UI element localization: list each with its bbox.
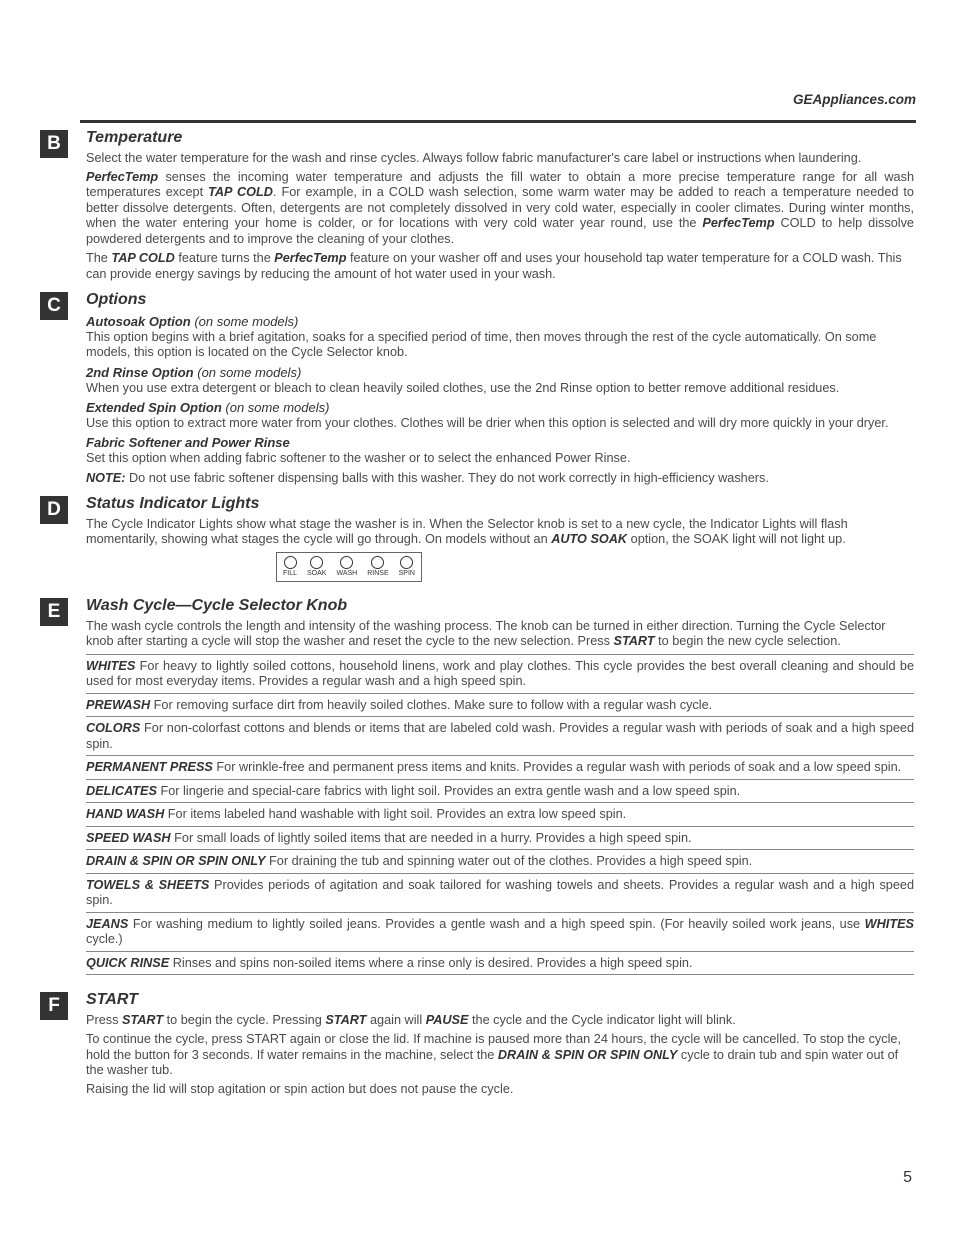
letter-c: C (40, 292, 68, 320)
f-p3: Raising the lid will stop agitation or s… (86, 1082, 914, 1097)
divider (86, 802, 914, 803)
divider (86, 779, 914, 780)
content: B Temperature Select the water temperatu… (40, 128, 914, 1102)
letter-b: B (40, 130, 68, 158)
divider (86, 873, 914, 874)
cycle-quickrinse: QUICK RINSE Rinses and spins non-soiled … (86, 955, 914, 972)
title-c: Options (86, 290, 914, 310)
title-d: Status Indicator Lights (86, 494, 914, 514)
divider (86, 755, 914, 756)
c-s3h: Extended Spin Option (on some models) (86, 400, 914, 416)
c-s4h: Fabric Softener and Power Rinse (86, 435, 914, 451)
top-rule (80, 120, 916, 123)
cycle-row: PERMANENT PRESS For wrinkle-free and per… (86, 759, 914, 776)
cycle-row: DRAIN & SPIN OR SPIN ONLY For draining t… (86, 853, 914, 870)
c-s2p: When you use extra detergent or bleach t… (86, 381, 914, 396)
cycle-row: HAND WASH For items labeled hand washabl… (86, 806, 914, 823)
section-b: B Temperature Select the water temperatu… (40, 128, 914, 286)
section-c: C Options Autosoak Option (on some model… (40, 290, 914, 490)
c-s1h: Autosoak Option (on some models) (86, 314, 914, 330)
status-light: SOAK (307, 556, 326, 579)
section-d: D Status Indicator Lights The Cycle Indi… (40, 494, 914, 582)
f-p1: Press START to begin the cycle. Pressing… (86, 1013, 914, 1028)
title-f: START (86, 990, 914, 1010)
divider (86, 912, 914, 913)
c-s2h: 2nd Rinse Option (on some models) (86, 365, 914, 381)
section-e: E Wash Cycle—Cycle Selector Knob The was… (40, 596, 914, 978)
cycle-row: WHITES For heavy to lightly soiled cotto… (86, 658, 914, 691)
cycle-row: SPEED WASH For small loads of lightly so… (86, 830, 914, 847)
c-s4p: Set this option when adding fabric softe… (86, 451, 914, 466)
c-s1p: This option begins with a brief agitatio… (86, 330, 914, 361)
title-e: Wash Cycle—Cycle Selector Knob (86, 596, 914, 616)
section-f: F START Press START to begin the cycle. … (40, 990, 914, 1102)
d-p1: The Cycle Indicator Lights show what sta… (86, 517, 914, 548)
divider (86, 693, 914, 694)
status-light: WASH (336, 556, 357, 579)
cycle-row: TOWELS & SHEETS Provides periods of agit… (86, 877, 914, 910)
cycle-row: COLORS For non-colorfast cottons and ble… (86, 720, 914, 753)
status-lights-box: FILL SOAK WASH RINSE SPIN (276, 552, 422, 583)
e-intro: The wash cycle controls the length and i… (86, 619, 914, 650)
f-p2: To continue the cycle, press START again… (86, 1032, 914, 1078)
letter-f: F (40, 992, 68, 1020)
c-note: NOTE: Do not use fabric softener dispens… (86, 471, 914, 486)
page-number: 5 (903, 1169, 912, 1187)
header-url: GEAppliances.com (793, 92, 916, 107)
status-light: RINSE (367, 556, 388, 579)
cycle-row: DELICATES For lingerie and special-care … (86, 783, 914, 800)
b-p2: PerfecTemp senses the incoming water tem… (86, 170, 914, 247)
status-light: FILL (283, 556, 297, 579)
cycle-jeans: JEANS For washing medium to lightly soil… (86, 916, 914, 949)
divider (86, 654, 914, 655)
b-p3: The TAP COLD feature turns the PerfecTem… (86, 251, 914, 282)
divider (86, 716, 914, 717)
letter-d: D (40, 496, 68, 524)
divider (86, 849, 914, 850)
c-s3p: Use this option to extract more water fr… (86, 416, 914, 431)
divider (86, 951, 914, 952)
cycle-row: PREWASH For removing surface dirt from h… (86, 697, 914, 714)
divider (86, 974, 914, 975)
status-light: SPIN (399, 556, 415, 579)
b-p1: Select the water temperature for the was… (86, 151, 914, 166)
title-b: Temperature (86, 128, 914, 148)
letter-e: E (40, 598, 68, 626)
divider (86, 826, 914, 827)
